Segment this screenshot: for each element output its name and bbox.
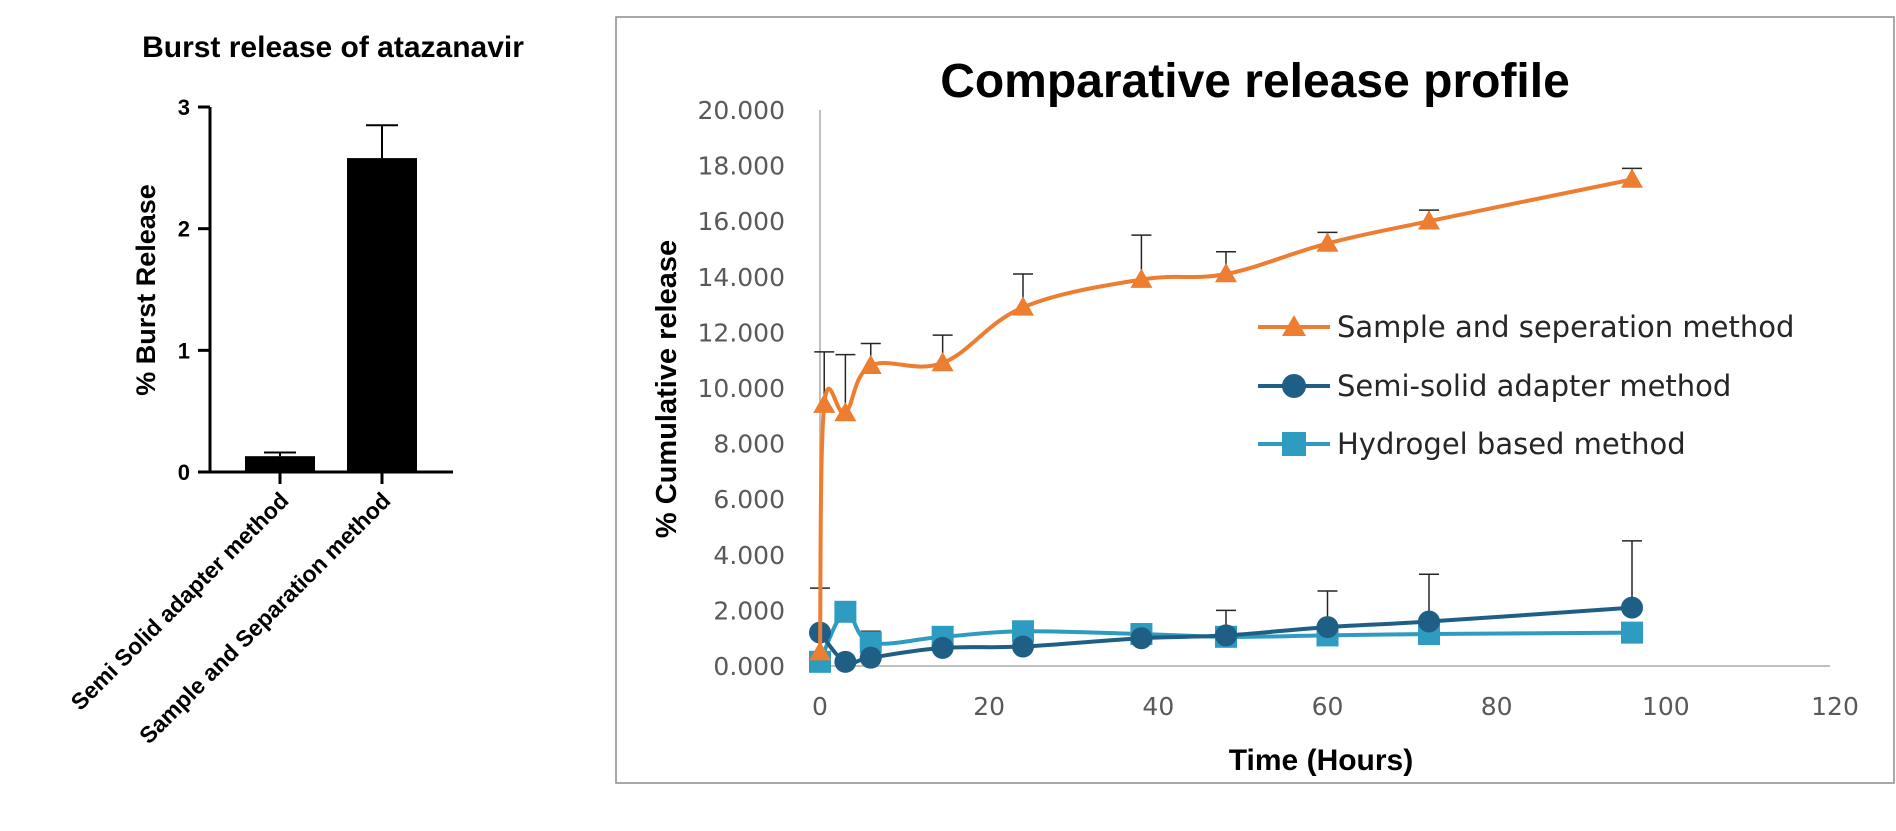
triangle-marker: [931, 351, 954, 372]
release-y-tick-label: 20.000: [698, 96, 785, 125]
release-y-tick-label: 8.000: [713, 430, 785, 459]
circle-marker: [931, 636, 954, 659]
burst-x-tick-label: Semi Solid adapter method: [65, 487, 293, 715]
burst-y-ticks: 0 1 2 3: [178, 95, 210, 485]
circle-marker: [859, 646, 882, 669]
circle-marker: [1130, 627, 1153, 650]
release-y-axis-label: % Cumulative release: [651, 240, 683, 538]
burst-bar: [245, 456, 315, 472]
circle-marker: [834, 650, 857, 673]
burst-y-axis-label: % Burst Release: [131, 184, 161, 396]
burst-y-tick-label: 1: [178, 338, 190, 363]
burst-bar: [347, 158, 417, 472]
burst-chart-title: Burst release of atazanavir: [142, 31, 524, 64]
legend-label: Sample and seperation method: [1337, 310, 1794, 344]
triangle-marker: [1621, 168, 1643, 188]
release-y-tick-label: 0.000: [713, 652, 785, 681]
release-y-tick-label: 4.000: [713, 541, 785, 570]
release-x-tick-label: 60: [1312, 692, 1344, 721]
series-circle: [809, 540, 1643, 673]
release-y-tick-label: 12.000: [698, 318, 785, 347]
release-x-tick-label: 120: [1811, 692, 1859, 721]
burst-bars: [245, 124, 417, 472]
triangle-marker: [1418, 210, 1440, 230]
burst-y-tick-label: 2: [178, 217, 190, 242]
release-y-tick-label: 10.000: [698, 374, 785, 403]
comparative-release-chart: Comparative release profile 0.000 2.000 4.…: [615, 16, 1895, 784]
release-x-tick-label: 80: [1481, 692, 1513, 721]
release-series: [809, 167, 1643, 673]
release-y-tick-label: 16.000: [698, 207, 785, 236]
square-marker: [1282, 432, 1306, 456]
burst-release-chart: Burst release of atazanavir 0 1 2 3 Semi So…: [65, 31, 524, 749]
series-line: [818, 177, 1634, 655]
burst-y-tick-label: 3: [178, 95, 190, 120]
triangle-marker: [1130, 268, 1153, 288]
release-x-ticks: 0 20 40 60 80 100 120: [812, 692, 1859, 721]
release-x-tick-label: 20: [973, 692, 1005, 721]
chart-frame: [615, 16, 1895, 784]
release-x-tick-label: 100: [1642, 692, 1690, 721]
triangle-marker: [1215, 263, 1237, 283]
square-marker: [1621, 621, 1643, 644]
release-x-tick-label: 40: [1142, 692, 1174, 721]
series-triangle: [809, 167, 1643, 661]
triangle-marker: [1316, 232, 1339, 252]
circle-marker: [1418, 610, 1440, 633]
circle-marker: [1215, 624, 1237, 647]
square-marker: [1012, 620, 1034, 643]
release-chart-title: Comparative release profile: [940, 55, 1570, 108]
circle-marker: [1316, 616, 1339, 639]
release-x-axis-label: Time (Hours): [1229, 744, 1413, 777]
burst-y-tick-label: 0: [178, 460, 190, 485]
circle-marker: [1012, 635, 1034, 658]
legend-label: Hydrogel based method: [1337, 427, 1686, 461]
release-y-ticks: 0.000 2.000 4.000 6.000 8.000 10.000 12.000 14.…: [698, 96, 785, 681]
release-y-tick-label: 18.000: [698, 152, 785, 181]
release-y-tick-label: 14.000: [698, 263, 785, 292]
triangle-marker: [1012, 296, 1034, 316]
square-marker: [834, 600, 857, 623]
release-x-tick-label: 0: [812, 692, 828, 721]
triangle-marker: [834, 402, 857, 422]
circle-marker: [1282, 374, 1306, 398]
square-marker: [859, 631, 882, 654]
triangle-marker: [809, 641, 831, 661]
triangle-marker: [859, 354, 882, 375]
legend: Sample and seperation method Semi-solid a…: [1258, 310, 1794, 461]
release-y-tick-label: 6.000: [713, 485, 785, 514]
legend-label: Semi-solid adapter method: [1337, 369, 1731, 403]
circle-marker: [1621, 596, 1643, 619]
release-y-tick-label: 2.000: [713, 596, 785, 625]
triangle-marker: [813, 393, 836, 413]
triangle-marker: [1282, 315, 1306, 336]
